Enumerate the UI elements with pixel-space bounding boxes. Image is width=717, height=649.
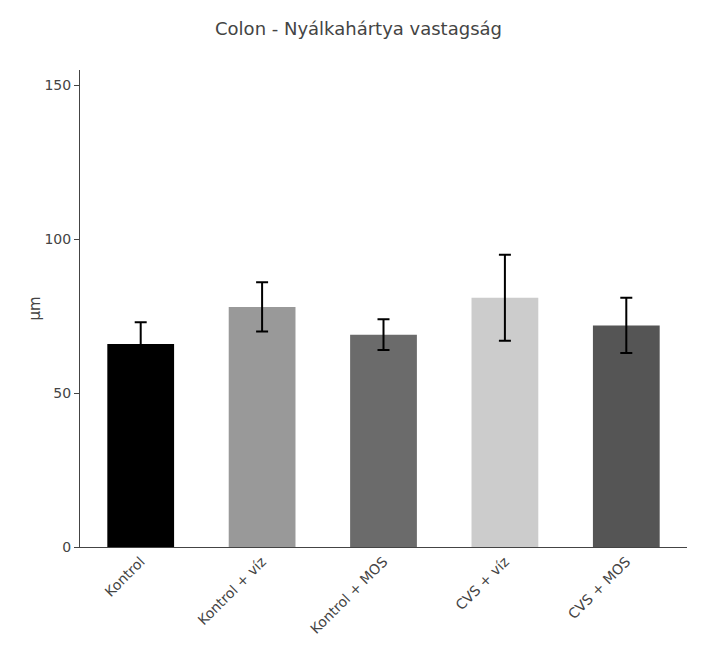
svg-text:Colon - Nyálkahártya vastagság: Colon - Nyálkahártya vastagság — [215, 18, 502, 39]
svg-text:CVS + MOS: CVS + MOS — [565, 553, 634, 622]
svg-text:Kontrol: Kontrol — [102, 554, 148, 600]
svg-text:50: 50 — [53, 385, 71, 401]
svg-text:100: 100 — [44, 231, 71, 247]
svg-text:Kontrol + víz: Kontrol + víz — [195, 554, 270, 629]
svg-text:CVS + víz: CVS + víz — [452, 554, 512, 614]
svg-text:Kontrol + MOS: Kontrol + MOS — [307, 553, 390, 636]
svg-text:μm: μm — [26, 296, 44, 320]
svg-text:150: 150 — [44, 77, 71, 93]
svg-text:0: 0 — [62, 539, 71, 555]
